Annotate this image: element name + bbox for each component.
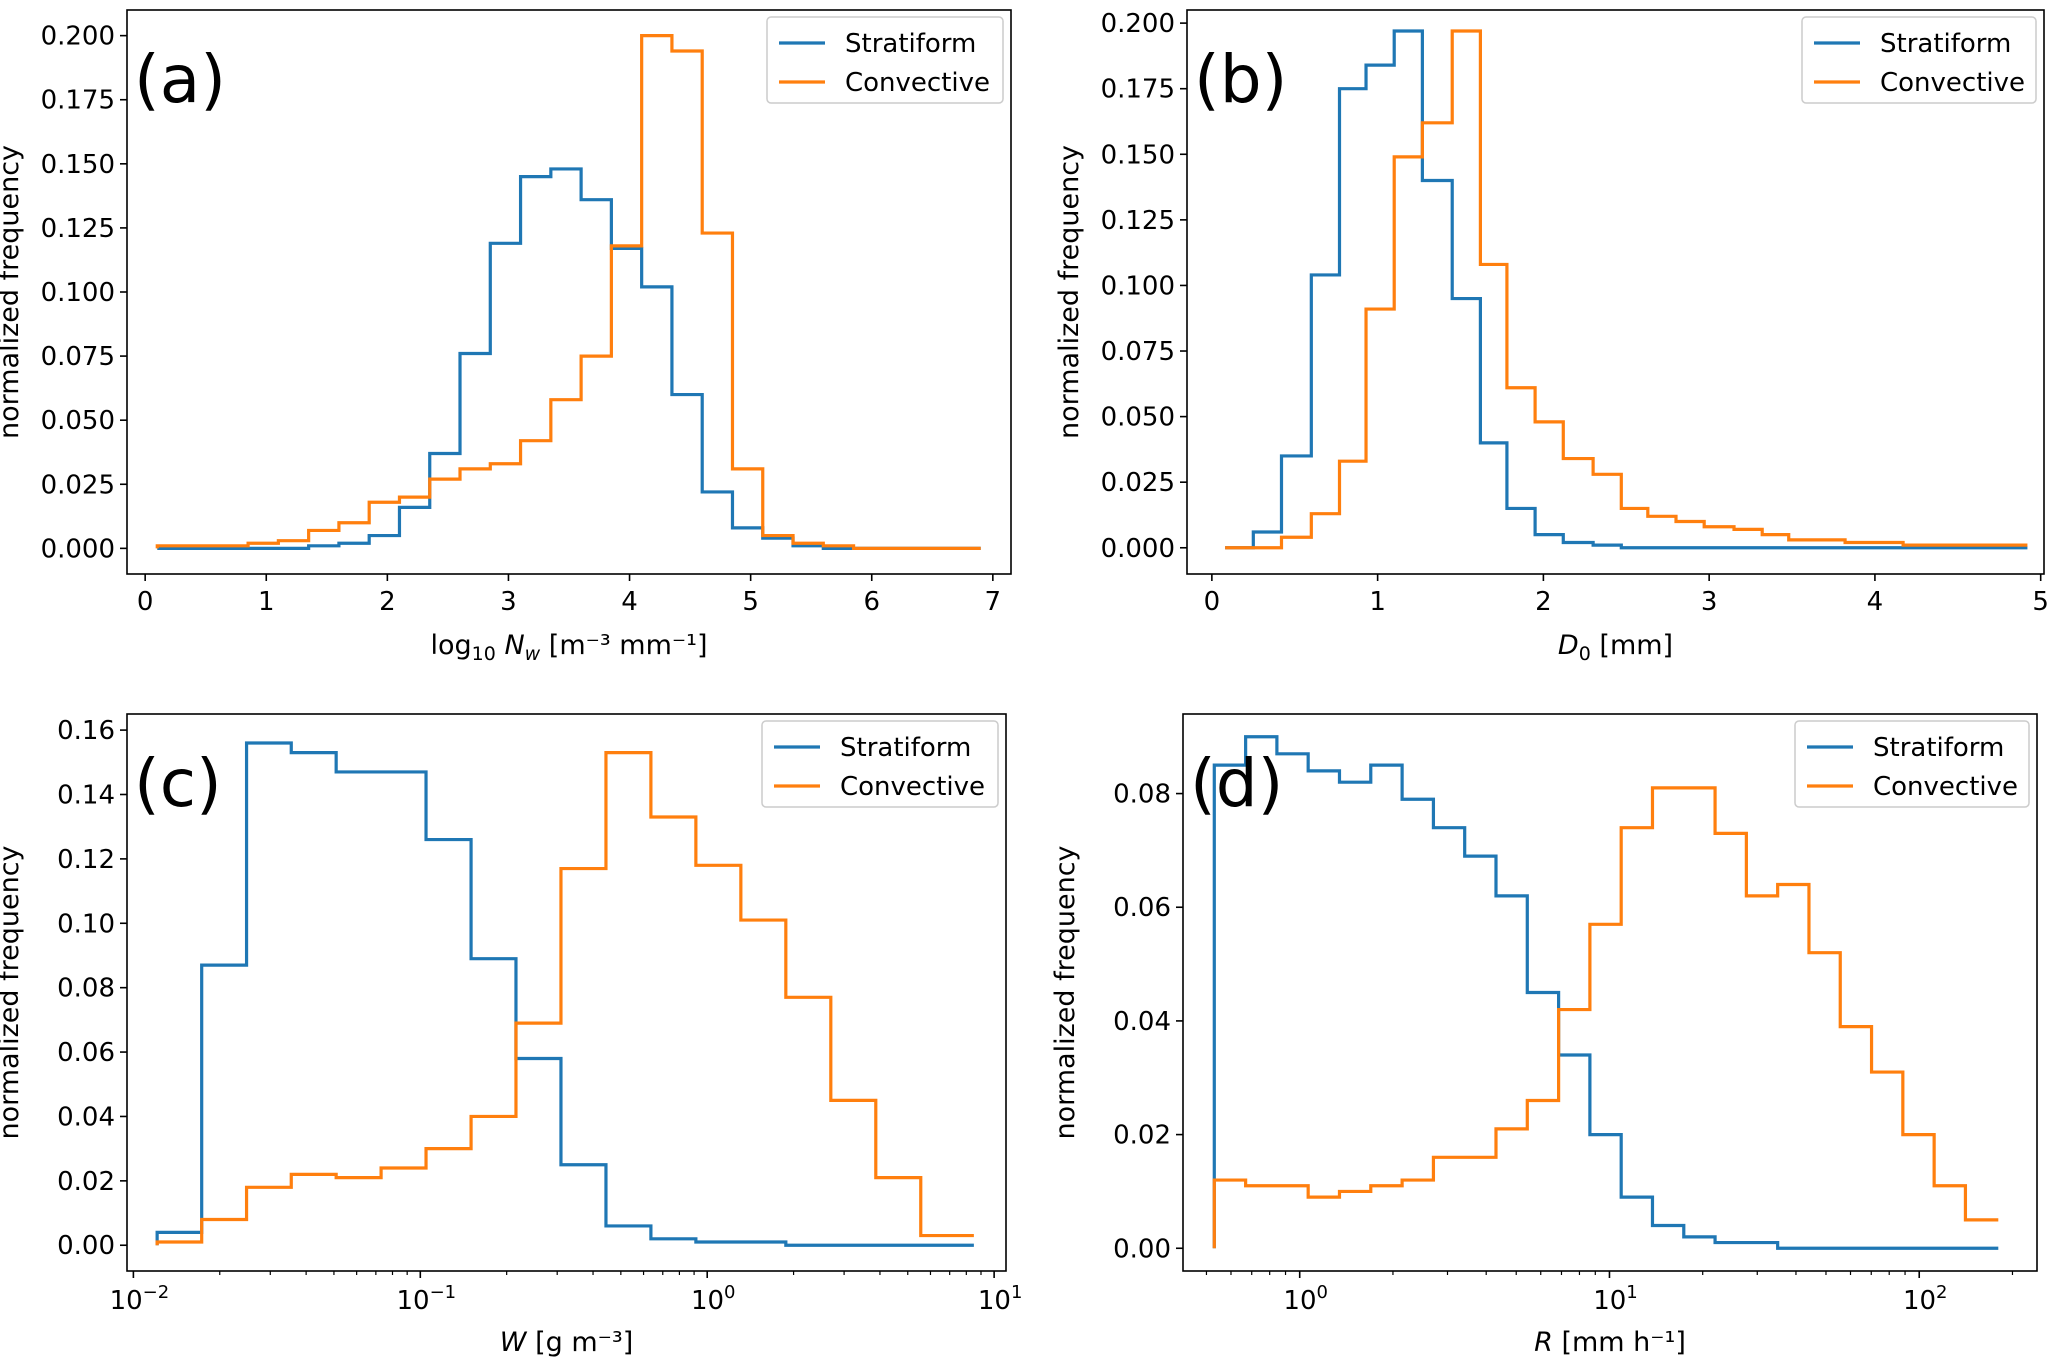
x-tick-label: 10−2 — [110, 1282, 170, 1316]
panel-label: (b) — [1194, 41, 1287, 118]
y-tick-label: 0.000 — [1101, 534, 1175, 564]
legend-label-convective: Convective — [1873, 772, 2018, 802]
x-tick-label: 3 — [500, 587, 517, 617]
x-tick-label: 0 — [137, 587, 154, 617]
y-tick-label: 0.075 — [41, 342, 115, 372]
legend-label-convective: Convective — [840, 772, 985, 802]
legend-label-convective: Convective — [845, 68, 990, 98]
y-tick-label: 0.025 — [41, 470, 115, 500]
legend-label-stratiform: Stratiform — [840, 733, 971, 763]
x-tick-label: 10−1 — [396, 1282, 456, 1316]
x-tick-label: 5 — [2032, 587, 2049, 617]
y-tick-label: 0.125 — [1101, 206, 1175, 236]
y-tick-label: 0.175 — [1101, 75, 1175, 105]
series-convective-step-line — [155, 751, 974, 1246]
series-convective-step-line — [155, 34, 981, 550]
panel-0: 0.000 0.025 0.050 0.075 0.100 0.125 0.150 0.175… — [0, 9, 1012, 665]
axes-frame — [1186, 9, 2045, 575]
y-tick-label: 0.16 — [57, 716, 115, 746]
y-tick-label: 0.050 — [41, 406, 115, 436]
legend-box — [761, 720, 999, 808]
x-tick-label: 1 — [1369, 587, 1386, 617]
series-stratiform-step-line — [1212, 735, 1999, 1250]
x-tick-label: 7 — [985, 587, 1002, 617]
y-tick-label: 0.02 — [1113, 1121, 1171, 1151]
series-stratiform-step-line — [155, 741, 974, 1247]
series-convective-step-line — [1212, 786, 1999, 1249]
x-axis-label: log10 Nw [m⁻³ mm⁻¹] — [430, 630, 707, 665]
legend-label-stratiform: Stratiform — [1880, 29, 2011, 59]
y-tick-label: 0.06 — [57, 1038, 115, 1068]
y-tick-label: 0.14 — [57, 780, 115, 810]
panel-1: 0.000 0.025 0.050 0.075 0.100 0.125 0.150 0.175… — [1054, 9, 2049, 665]
x-tick-label: 100 — [1283, 1282, 1328, 1316]
x-tick-label: 3 — [1701, 587, 1718, 617]
axes-frame — [126, 713, 1007, 1272]
x-tick-label: 102 — [1903, 1282, 1948, 1316]
x-tick-label: 101 — [1593, 1282, 1638, 1316]
x-tick-label: 2 — [379, 587, 396, 617]
y-tick-label: 0.08 — [1113, 780, 1171, 810]
legend: Stratiform Convective — [1801, 16, 2037, 104]
y-tick-label: 0.025 — [1101, 468, 1175, 498]
y-tick-label: 0.100 — [41, 278, 115, 308]
legend: Stratiform Convective — [766, 16, 1004, 104]
y-tick-label: 0.200 — [41, 22, 115, 52]
y-tick-label: 0.04 — [1113, 1007, 1171, 1037]
legend-label-convective: Convective — [1880, 68, 2025, 98]
y-tick-label: 0.075 — [1101, 337, 1175, 367]
x-tick-label: 6 — [863, 587, 880, 617]
panel-label: (d) — [1190, 745, 1283, 822]
y-tick-label: 0.050 — [1101, 403, 1175, 433]
y-tick-label: 0.02 — [57, 1167, 115, 1197]
x-tick-label: 4 — [1867, 587, 1884, 617]
x-axis-label: W [g m⁻³] — [500, 1327, 633, 1358]
panel-3: 0.00 0.02 0.04 0.06 0.08 100 101 102 normalized … — [1050, 713, 2038, 1358]
x-tick-label: 5 — [742, 587, 759, 617]
y-tick-label: 0.150 — [41, 150, 115, 180]
x-tick-label: 100 — [691, 1282, 736, 1316]
y-tick-label: 0.08 — [57, 974, 115, 1004]
legend: Stratiform Convective — [1794, 720, 2030, 808]
y-tick-label: 0.04 — [57, 1102, 115, 1132]
legend-box — [1794, 720, 2030, 808]
y-tick-label: 0.00 — [1113, 1234, 1171, 1264]
panel-label: (a) — [134, 41, 226, 118]
y-tick-label: 0.000 — [41, 534, 115, 564]
y-tick-label: 0.200 — [1101, 9, 1175, 39]
x-tick-label: 0 — [1204, 587, 1221, 617]
y-tick-label: 0.175 — [41, 86, 115, 116]
y-axis-label: normalized frequency — [1050, 845, 1081, 1139]
x-axis-label: R [mm h⁻¹] — [1534, 1327, 1686, 1358]
y-tick-label: 0.10 — [57, 909, 115, 939]
legend-label-stratiform: Stratiform — [1873, 733, 2004, 763]
y-axis-label: normalized frequency — [0, 845, 25, 1139]
y-tick-label: 0.06 — [1113, 893, 1171, 923]
legend-box — [1801, 16, 2037, 104]
y-tick-label: 0.150 — [1101, 140, 1175, 170]
y-axis-label: normalized frequency — [0, 145, 25, 439]
y-tick-label: 0.12 — [57, 845, 115, 875]
series-convective-step-line — [1225, 29, 2028, 550]
y-tick-label: 0.00 — [57, 1231, 115, 1261]
series-stratiform-step-line — [1225, 29, 2028, 550]
legend-label-stratiform: Stratiform — [845, 29, 976, 59]
y-tick-label: 0.100 — [1101, 271, 1175, 301]
x-tick-label: 101 — [978, 1282, 1023, 1316]
x-tick-label: 4 — [621, 587, 638, 617]
legend: Stratiform Convective — [761, 720, 999, 808]
legend-box — [766, 16, 1004, 104]
panel-label: (c) — [134, 745, 222, 822]
x-tick-label: 2 — [1535, 587, 1552, 617]
panel-2: 0.00 0.02 0.04 0.06 0.08 0.10 0.12 0.14 0.16 10−2… — [0, 713, 1023, 1358]
x-tick-label: 1 — [258, 587, 275, 617]
x-axis-label: D0 [mm] — [1558, 630, 1673, 665]
y-tick-label: 0.125 — [41, 214, 115, 244]
y-axis-label: normalized frequency — [1054, 145, 1085, 439]
